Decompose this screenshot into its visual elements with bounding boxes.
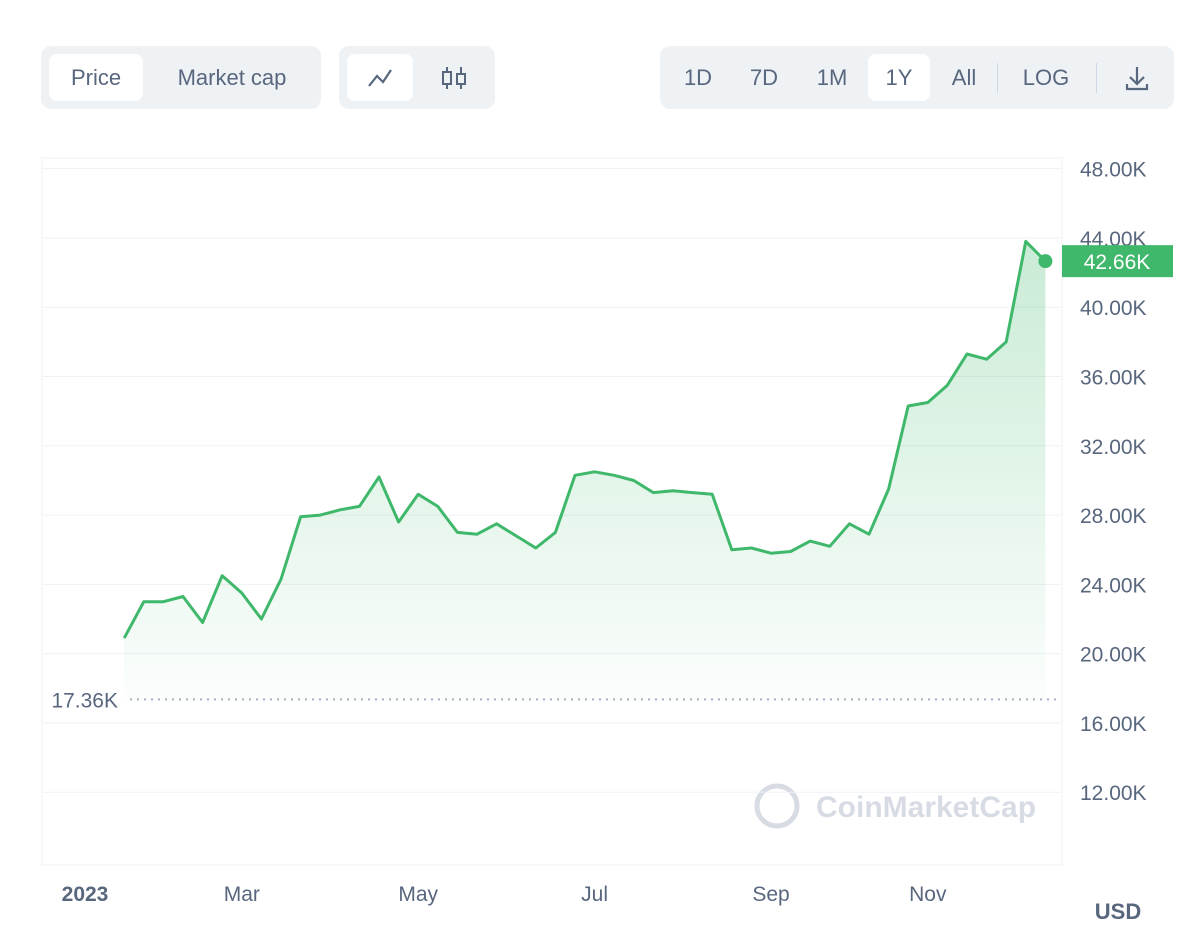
- x-tick-label: Jul: [581, 883, 608, 906]
- range[interactable]: 7D: [749, 65, 779, 90]
- y-tick-label: 16.00K: [1080, 713, 1147, 736]
- x-tick-label: Sep: [752, 883, 789, 906]
- watermark: CoinMarketCap: [754, 783, 1036, 829]
- y-tick-label: 28.00K: [1080, 505, 1147, 528]
- tab[interactable]: Price: [49, 54, 143, 101]
- download-icon: [1125, 67, 1149, 91]
- plot-frame: [41, 157, 1063, 866]
- line-icon: [368, 69, 392, 87]
- y-tick-label: 48.00K: [1080, 159, 1147, 182]
- divider: [997, 63, 998, 93]
- range-group: 1D 7D 1M 1Y All LOG: [660, 46, 1174, 109]
- log-toggle[interactable]: LOG: [1022, 65, 1070, 90]
- y-tick-label: 44.00K: [1080, 228, 1147, 251]
- divider: [1096, 63, 1097, 93]
- tab-group: Price Market cap: [41, 46, 321, 109]
- last-point: [1038, 254, 1053, 269]
- price-badge-label: 42.66K: [1084, 251, 1151, 274]
- y-tick-label: 40.00K: [1080, 297, 1147, 320]
- x-tick-label: Nov: [909, 883, 947, 906]
- price-badge: [1062, 245, 1173, 278]
- currency: USD: [1095, 899, 1141, 924]
- chart-type-group: [339, 46, 495, 109]
- y-tick-label: 24.00K: [1080, 574, 1147, 597]
- price-line: [122, 239, 1047, 639]
- range[interactable]: 1M: [816, 65, 848, 90]
- range[interactable]: All: [951, 65, 977, 90]
- range[interactable]: 1D: [683, 65, 713, 90]
- x-tick-label: Mar: [224, 883, 260, 906]
- area: [124, 241, 1046, 700]
- y-tick-label: 12.00K: [1080, 782, 1147, 805]
- line-toggle[interactable]: [347, 54, 413, 101]
- baseline-label: 17.36K: [51, 689, 118, 712]
- candle-icon: [442, 67, 466, 89]
- range[interactable]: 1Y: [868, 54, 930, 101]
- candle-toggle[interactable]: [421, 54, 487, 101]
- tab[interactable]: Market cap: [177, 65, 287, 90]
- x-tick-label: May: [398, 883, 438, 906]
- y-tick-label: 32.00K: [1080, 436, 1147, 459]
- download[interactable]: [1112, 54, 1162, 101]
- y-tick-label: 36.00K: [1080, 367, 1147, 390]
- x-tick-label: 2023: [62, 883, 109, 906]
- y-tick-label: 20.00K: [1080, 644, 1147, 667]
- watermark-text: CoinMarketCap: [816, 791, 1036, 824]
